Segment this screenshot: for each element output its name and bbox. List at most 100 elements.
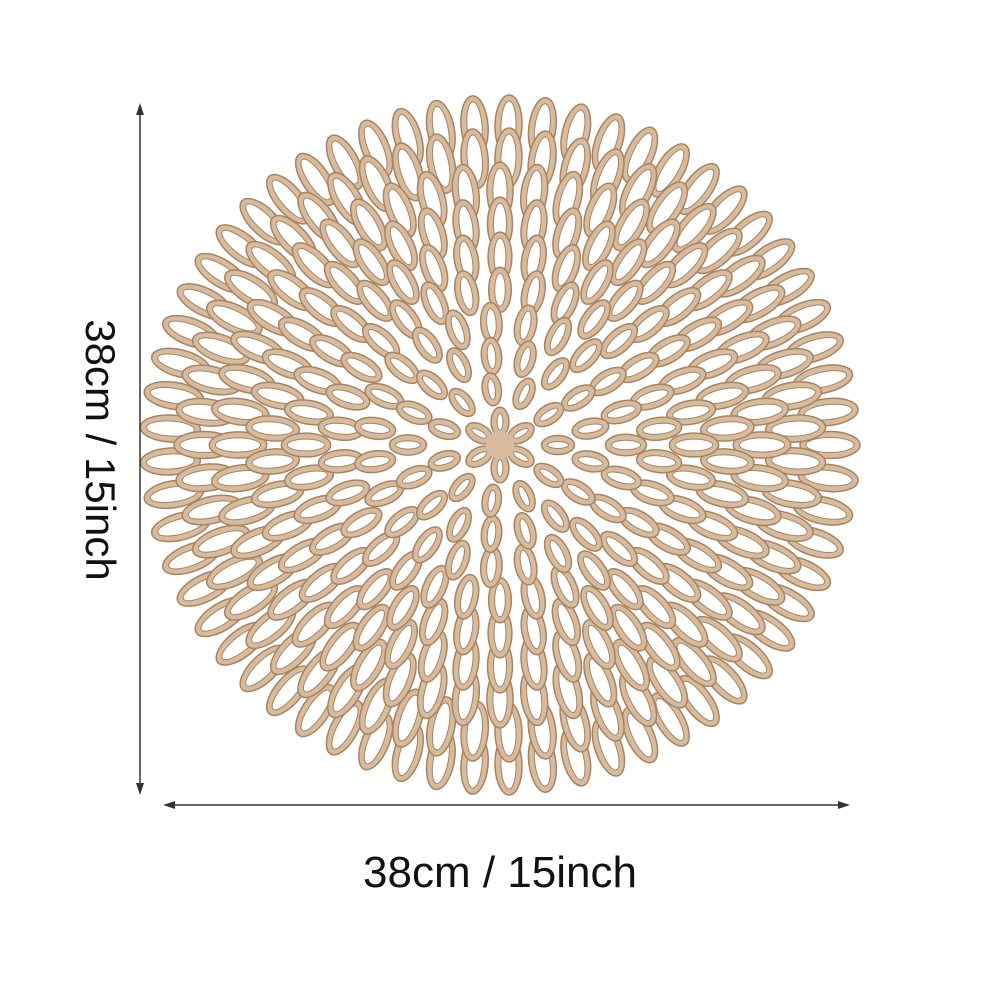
leaf-hole [424,603,443,640]
leaf-hole [771,453,820,470]
leaf-hole [397,148,420,196]
leaf-hole [145,420,195,437]
leaf-hole [390,357,415,379]
flower-center [486,431,514,459]
leaf-hole [433,424,455,435]
leaf-hole [681,168,715,210]
leaf-hole [611,573,639,605]
leaf-hole [615,244,642,281]
leaf-hole [556,570,574,603]
leaf-hole [606,471,636,485]
leaf-hole [361,573,389,605]
leaf-hole [331,389,365,405]
leaf-hole [611,285,639,317]
leaf-hole [346,357,377,378]
leaf-hole [518,486,530,507]
leaf-hole [557,250,576,287]
leaf-hole [217,470,264,487]
leaf-hole [587,624,611,664]
leaf-hole [471,451,488,463]
leaf-hole [451,513,467,537]
leaf-hole [605,328,633,354]
leaf-hole [651,661,683,703]
leaf-hole [655,149,685,193]
height-label: 38cm / 15inch [77,319,124,581]
leaf-hole [566,484,590,500]
leaf-hole [421,495,443,515]
leaf-hole [426,287,444,320]
leaf-hole [676,208,712,248]
leaf-hole [617,644,645,686]
leaf-hole [331,485,365,501]
leaf-hole [358,244,385,281]
leaf-hole [390,511,415,533]
leaf-hole [594,499,621,518]
leaf-hole [644,224,675,263]
leaf-hole [676,642,712,682]
leaf-hole [454,478,470,497]
leaf-hole [487,378,497,401]
leaf-hole [358,609,385,646]
leaf-hole [370,485,399,502]
leaf-hole [587,226,611,266]
leaf-hole [736,470,783,487]
leaf-hole [360,456,391,468]
leaf-hole [539,407,559,422]
leaf-hole [615,609,642,646]
leaf-hole [494,583,506,618]
leaf-hole [549,322,567,351]
leaf-hole [401,470,427,484]
leaf-hole [518,383,530,404]
leaf-hole [519,549,532,580]
leaf-hole [325,627,356,666]
leaf-hole [557,603,576,640]
leaf-hole [450,315,465,345]
leaf-hole [486,343,497,370]
leaf-hole [585,265,609,299]
leaf-hole [566,390,590,406]
leaf-hole [450,545,465,575]
leaf-hole [539,468,559,483]
leaf-hole [251,454,294,469]
leaf-hole [627,712,653,758]
leaf-hole [300,689,332,732]
leaf-hole [212,558,257,585]
leaf-hole [519,346,531,372]
leaf-hole [585,591,609,625]
leaf-hole [577,456,604,467]
leaf-hole [512,427,529,439]
leaf-hole [738,437,786,453]
leaf-hole [355,204,383,246]
leaf-hole [460,276,474,310]
leaf-hole [644,627,675,666]
flower-placemat-image [139,94,861,796]
leaf-hole [805,437,855,453]
leaf-hole [286,438,326,452]
leaf-hole [582,556,606,585]
leaf-hole [421,375,443,395]
leaf-hole [300,158,332,201]
leaf-hole [397,694,420,742]
leaf-hole [706,421,749,436]
width-label: 38cm / 15inch [363,848,637,897]
leaf-hole [389,226,413,266]
leaf-hole [627,132,653,178]
leaf-hole [486,520,497,547]
leaf-hole [212,305,257,332]
leaf-hole [577,423,604,434]
leaf-hole [471,427,488,439]
leaf-hole [355,644,383,686]
leaf-hole [582,305,606,334]
leaf-hole [331,140,359,185]
leaf-hole [417,532,438,558]
leaf-hole [546,362,565,385]
leaf-hole [681,680,715,722]
leaf-hole [431,139,451,188]
leaf-hole [672,470,710,485]
leaf-hole [547,440,569,450]
width-dimension-arrow [163,801,850,809]
leaf-hole [145,453,195,470]
leaf-hole [391,265,415,299]
leaf-hole [674,438,714,452]
